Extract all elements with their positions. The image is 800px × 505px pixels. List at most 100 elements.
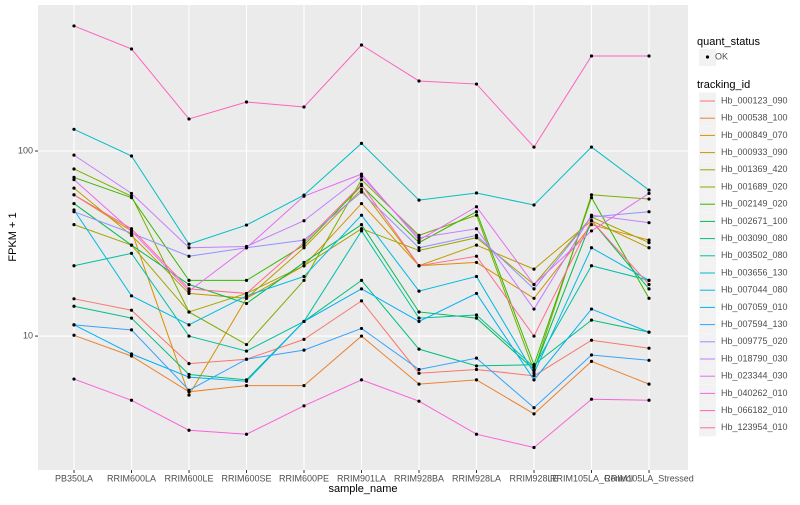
point [647, 210, 651, 214]
point [244, 349, 249, 353]
point [302, 274, 306, 279]
point [302, 337, 306, 341]
legend-label: Hb_002149_020 [721, 199, 788, 209]
legend-title: quant_status [697, 36, 760, 48]
point [72, 223, 76, 227]
point [532, 445, 536, 450]
point [589, 397, 594, 401]
point [532, 412, 536, 416]
legend-label: Hb_000849_070 [721, 130, 788, 140]
point [589, 145, 594, 149]
point [417, 367, 421, 372]
legend-label: Hb_000123_090 [721, 95, 788, 105]
legend-label: OK [715, 51, 728, 61]
point [359, 299, 364, 303]
point [72, 201, 76, 206]
y-axis-label: FPKM + 1 [7, 212, 19, 261]
point [187, 282, 191, 287]
point [532, 378, 536, 382]
point [302, 319, 306, 324]
point [532, 363, 536, 367]
point [417, 246, 421, 250]
point [72, 304, 76, 308]
point [647, 330, 651, 334]
point [302, 348, 306, 352]
point [302, 264, 306, 268]
point [129, 398, 134, 402]
point [187, 372, 191, 377]
x-tick-label: RRIM105LA_Stressed [604, 473, 694, 483]
point [647, 278, 651, 282]
point [302, 194, 306, 198]
point [417, 240, 421, 245]
point [474, 313, 479, 317]
y-tick-label: 100 [18, 145, 33, 155]
point [589, 359, 594, 363]
point [474, 367, 479, 372]
point [359, 223, 364, 227]
x-tick-label: RRIM600LE [164, 473, 213, 483]
point [474, 210, 479, 214]
point [474, 227, 479, 231]
point [244, 223, 249, 227]
point [647, 197, 651, 201]
legend-label: Hb_001369_420 [721, 164, 788, 174]
point [129, 294, 134, 298]
point [647, 358, 651, 362]
point [474, 291, 479, 296]
point [647, 246, 651, 250]
point [417, 347, 421, 351]
point [474, 378, 479, 382]
legend-label: Hb_023344_030 [721, 371, 788, 381]
legend-label: Hb_018790_030 [721, 353, 788, 363]
point [129, 231, 134, 235]
point [647, 346, 651, 350]
point [474, 233, 479, 237]
point [187, 310, 191, 314]
point [532, 367, 536, 372]
point [532, 287, 536, 291]
x-tick-label: RRIM928LE [509, 473, 558, 483]
point [474, 356, 479, 360]
point [187, 242, 191, 246]
legend-point [705, 55, 710, 59]
point [474, 260, 479, 265]
point [359, 141, 364, 145]
point [359, 187, 364, 192]
point [129, 243, 134, 247]
point [417, 248, 421, 253]
point [474, 274, 479, 279]
point [72, 153, 76, 157]
point [417, 264, 421, 268]
point [244, 296, 249, 300]
point [129, 196, 134, 200]
x-tick-label: RRIM928BA [394, 473, 444, 483]
x-tick-label: RRIM901LA [337, 473, 386, 483]
point [474, 82, 479, 86]
y-tick-label: 10 [23, 330, 33, 340]
point [532, 406, 536, 410]
legend-label: Hb_007044_080 [721, 285, 788, 295]
point [187, 393, 191, 397]
point [244, 301, 249, 306]
point [474, 205, 479, 209]
point [589, 338, 594, 342]
point [647, 54, 651, 58]
point [474, 316, 479, 320]
point [244, 342, 249, 347]
point [244, 294, 249, 298]
point [532, 371, 536, 375]
point [187, 254, 191, 258]
point [589, 223, 594, 227]
point [72, 178, 76, 182]
point [589, 246, 594, 250]
point [129, 233, 134, 237]
legend-label: Hb_000538_100 [721, 113, 788, 123]
point [417, 319, 421, 324]
point [647, 221, 651, 225]
point [647, 238, 651, 242]
point [302, 246, 306, 250]
point [589, 353, 594, 357]
